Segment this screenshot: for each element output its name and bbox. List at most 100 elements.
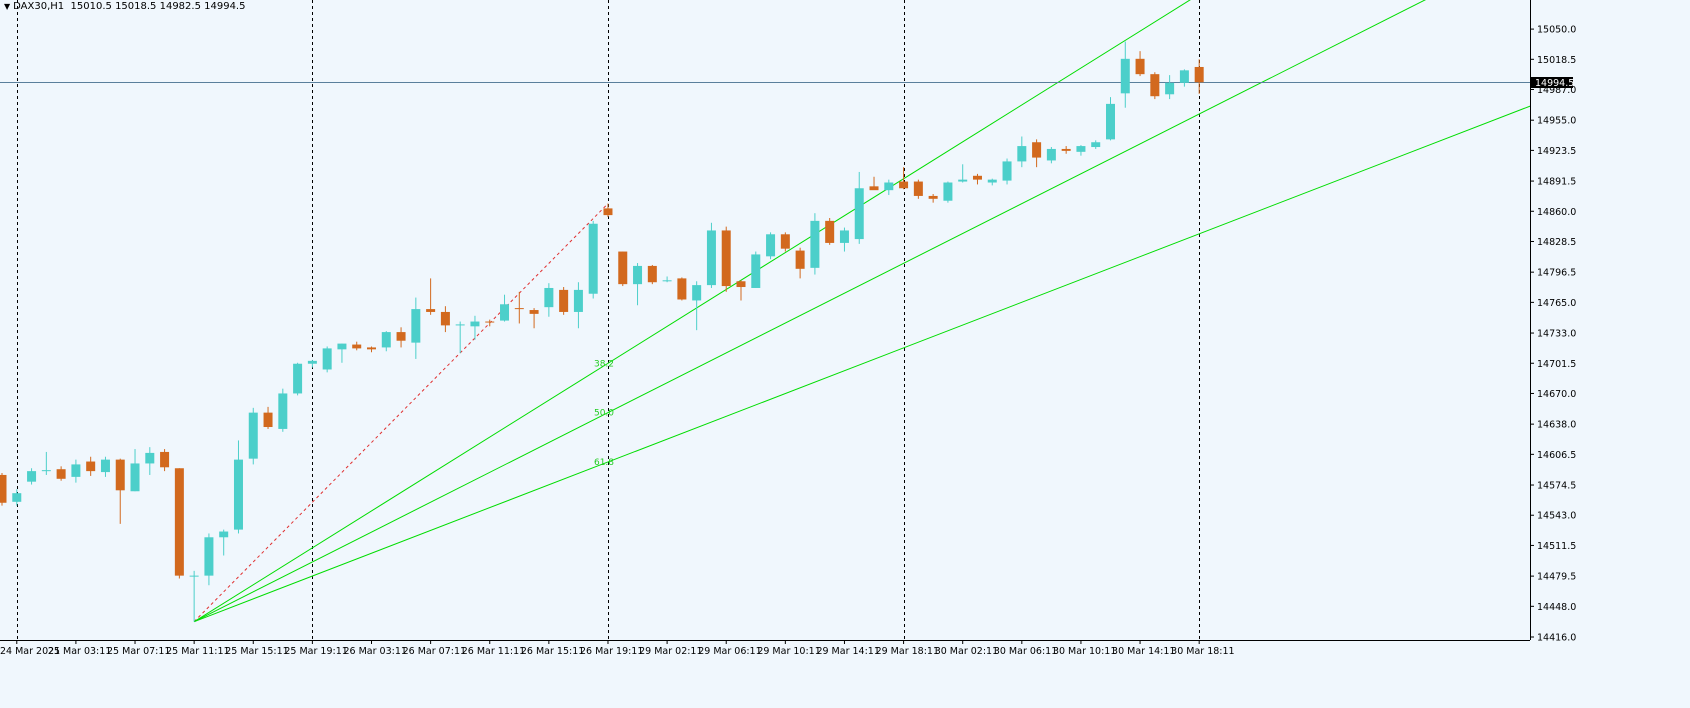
y-tick-label: 14860.0 (1537, 207, 1576, 218)
candle-body (27, 471, 37, 482)
candle-body (41, 470, 51, 472)
x-tick-label: 26 Mar 19:11 (580, 646, 643, 657)
candle-body (618, 251, 628, 285)
candle-body (854, 188, 864, 240)
candle-body (928, 195, 938, 199)
x-tick-label: 30 Mar 06:11 (994, 646, 1057, 657)
candle-body (1076, 146, 1086, 152)
x-tick-label: 25 Mar 11:11 (166, 646, 229, 657)
candle-body (71, 464, 81, 477)
x-tick-label: 30 Mar 02:11 (935, 646, 998, 657)
x-tick-label: 29 Mar 14:11 (816, 646, 879, 657)
candle-body (913, 181, 923, 196)
candle-body (972, 175, 982, 180)
candle-body (219, 531, 229, 538)
candle-body (751, 254, 761, 288)
y-tick-label: 14701.5 (1537, 359, 1576, 370)
x-tick-label: 25 Mar 03:11 (48, 646, 111, 657)
fibo-fan-line[interactable] (193, 97, 1554, 623)
y-tick-label: 14733.0 (1537, 329, 1576, 340)
fibo-fan-trendline[interactable] (193, 203, 609, 623)
candle-body (367, 347, 376, 350)
x-tick-label: 26 Mar 11:11 (462, 646, 525, 657)
candle-body (56, 469, 66, 479)
candle-body (263, 412, 273, 428)
candle-body (692, 285, 702, 301)
candle-body (647, 265, 657, 283)
y-tick-label: 14606.5 (1537, 450, 1576, 461)
candle-body (706, 230, 716, 286)
fibo-level-label: 50.0 (594, 409, 614, 419)
candle-body (958, 179, 968, 182)
candle-body (810, 220, 820, 268)
x-tick-label: 24 Mar 2021 (0, 646, 60, 657)
candle-body (1150, 74, 1160, 97)
x-tick-label: 29 Mar 10:11 (757, 646, 820, 657)
x-tick-label: 26 Mar 15:11 (521, 646, 584, 657)
fibo-fan-line[interactable] (193, 0, 1554, 623)
y-tick-label: 14955.0 (1537, 116, 1576, 127)
current-price-label: 14994.5 (1535, 78, 1574, 89)
candle-body (677, 278, 687, 300)
candle-body (470, 321, 480, 327)
y-tick-label: 14923.5 (1537, 146, 1576, 157)
candle-body (411, 309, 421, 343)
candle-body (1061, 148, 1071, 151)
candle-body (573, 289, 583, 312)
candle-body (322, 348, 332, 370)
candle-body (337, 343, 347, 350)
y-tick-label: 14670.0 (1537, 389, 1576, 400)
y-tick-label: 14638.0 (1537, 420, 1576, 431)
x-tick-label: 30 Mar 14:11 (1112, 646, 1175, 657)
candle-body (1032, 142, 1042, 158)
fibo-fan-line[interactable] (193, 0, 1554, 623)
triangle-down-icon[interactable]: ▼ (4, 2, 11, 11)
x-tick-label: 25 Mar 15:11 (225, 646, 288, 657)
y-tick-label: 14796.5 (1537, 268, 1576, 279)
x-tick-label: 26 Mar 07:11 (403, 646, 466, 657)
candle-body (381, 332, 391, 348)
x-tick-label: 30 Mar 18:11 (1171, 646, 1234, 657)
y-tick-label: 14543.0 (1537, 511, 1576, 522)
candle-body (500, 304, 510, 321)
candle-body (529, 310, 539, 314)
candle-body (248, 412, 258, 459)
ohlc-values: 15010.5 15018.5 14982.5 14994.5 (70, 1, 246, 12)
candle-body (1179, 70, 1189, 83)
candle-body (485, 321, 495, 323)
fibo-level-label: 61.8 (594, 458, 614, 468)
candle-body (396, 332, 406, 341)
y-tick-label: 14511.5 (1537, 541, 1576, 552)
candle-body (1046, 148, 1056, 161)
candle-body (736, 281, 746, 288)
candle-body (987, 179, 997, 183)
x-tick-label: 25 Mar 19:11 (284, 646, 347, 657)
candle-body (544, 287, 554, 308)
x-tick-label: 29 Mar 06:11 (698, 646, 761, 657)
x-tick-label: 30 Mar 10:11 (1053, 646, 1116, 657)
candle-body (662, 280, 672, 282)
candle-body (943, 182, 953, 201)
chart-header: ▼ DAX30,H1 15010.5 15018.5 14982.5 14994.… (4, 1, 245, 12)
candle-body (1165, 82, 1175, 95)
candle-body (204, 537, 214, 576)
symbol-label: DAX30,H1 (13, 1, 65, 12)
y-tick-label: 14891.5 (1537, 177, 1576, 188)
candle-body (588, 223, 598, 294)
candle-body (352, 344, 362, 349)
candle-body (766, 234, 776, 257)
x-tick-label: 29 Mar 02:11 (639, 646, 702, 657)
candle-body (278, 393, 288, 429)
candle-body (426, 309, 436, 312)
candle-body (100, 459, 110, 473)
candle-body (839, 230, 849, 243)
candle-body (0, 474, 7, 503)
candle-body (145, 452, 155, 464)
current-price-badge (1531, 77, 1573, 88)
candle-body (440, 311, 450, 326)
candle-body (780, 234, 790, 249)
candle-body (115, 459, 125, 491)
candle-body (1120, 58, 1130, 94)
candle-body (514, 308, 524, 310)
